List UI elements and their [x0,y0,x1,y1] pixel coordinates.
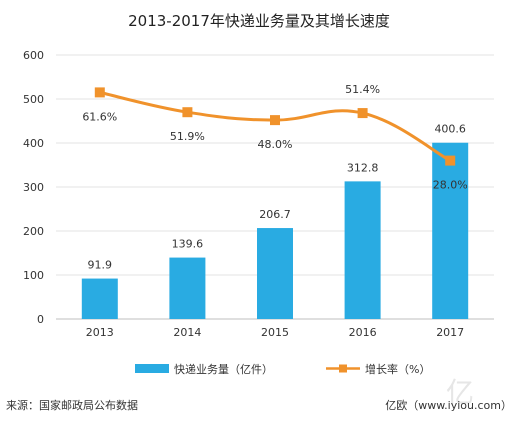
growth-marker [94,87,105,98]
x-tick-label: 2015 [261,326,289,339]
y-tick-label: 0 [37,313,44,326]
y-tick-label: 600 [23,49,44,62]
bar-data-labels: 91.9 139.6 206.7 312.8 400.6 [88,123,466,272]
growth-data-label: 28.0% [433,179,468,192]
bar-series [81,142,469,319]
growth-marker [357,108,368,119]
bar-data-label: 400.6 [434,123,466,136]
growth-marker [270,115,280,126]
y-tick-label: 100 [23,269,44,282]
bar [169,257,206,319]
x-tick-label: 2014 [173,326,201,339]
legend-line-label: 增长率（%） [365,362,430,376]
bar-data-label: 139.6 [172,238,204,251]
y-tick-label: 400 [23,137,44,150]
x-tick-label: 2013 [86,326,114,339]
x-tick-label: 2016 [349,326,377,339]
y-tick-label: 200 [23,225,44,238]
y-axis-ticks: 0 100 200 300 400 500 600 [23,49,44,326]
growth-marker [182,107,193,118]
source-note: 来源：国家邮政局公布数据 [6,398,138,412]
growth-data-labels: 61.6% 51.9% 48.0% 51.4% 28.0% [82,83,467,192]
growth-marker [445,155,456,166]
bar-data-label: 206.7 [259,208,291,221]
y-tick-label: 500 [23,93,44,106]
watermark-logo: 亿 [446,376,474,409]
growth-data-label: 61.6% [82,110,117,123]
y-tick-label: 300 [23,181,44,194]
bar [344,181,381,319]
bar [432,142,469,319]
legend: 快递业务量（亿件） 增长率（%） [135,362,430,376]
bar [257,228,293,319]
growth-data-label: 48.0% [258,138,293,151]
legend-bar-swatch [135,364,169,373]
growth-data-label: 51.9% [170,130,205,143]
bar-data-label: 91.9 [88,259,113,272]
legend-bar-label: 快递业务量（亿件） [174,362,273,376]
x-axis-ticks: 2013 2014 2015 2016 2017 [86,326,464,339]
legend-line-marker [339,364,347,373]
x-tick-label: 2017 [436,326,464,339]
growth-data-label: 51.4% [345,83,380,96]
credit-note: 亿欧（www.iyiou.com） [385,399,512,412]
bar-data-label: 312.8 [347,161,379,174]
bar [81,278,118,319]
growth-line-series [94,87,456,166]
chart-title: 2013-2017年快递业务量及其增长速度 [128,12,390,30]
